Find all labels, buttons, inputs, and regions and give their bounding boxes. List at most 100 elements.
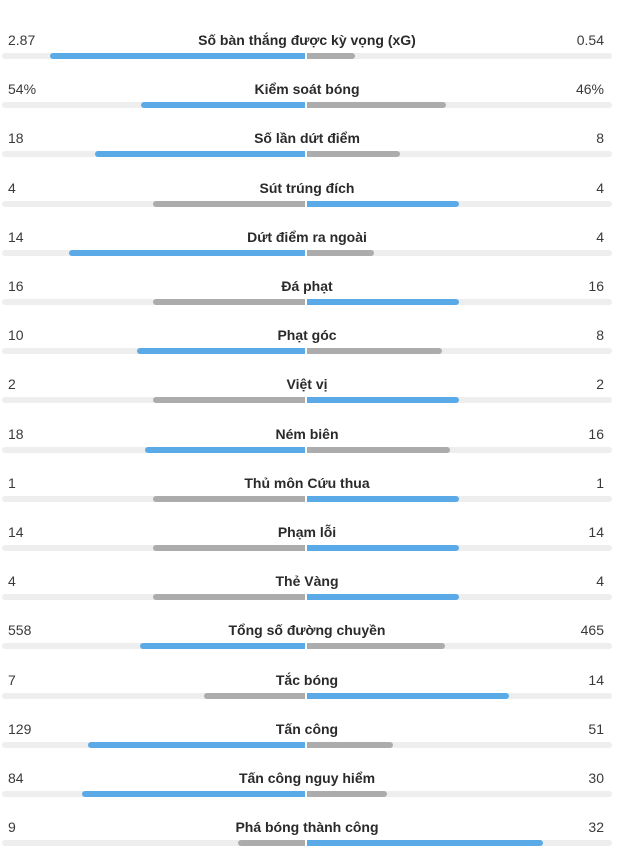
away-bar-fill	[307, 397, 459, 404]
home-bar-fill	[69, 249, 305, 256]
away-bar-track	[307, 151, 612, 158]
home-value: 558	[8, 622, 32, 639]
stat-label: Tấn công nguy hiểm	[238, 770, 376, 786]
stat-label: Số lần dứt điểm	[254, 130, 360, 147]
home-bar-track	[2, 151, 305, 158]
home-bar-track	[2, 397, 305, 404]
home-bar-fill	[204, 692, 305, 699]
away-value: 30	[588, 770, 604, 786]
home-value: 1	[8, 474, 16, 491]
home-value: 54%	[8, 81, 37, 98]
away-value: 465	[580, 622, 604, 639]
home-bar-track	[2, 692, 305, 699]
stat-row: 1 Thủ môn Cứu thua 1	[0, 466, 621, 515]
stat-label: Sút trúng đích	[259, 179, 355, 196]
away-value: 4	[596, 228, 604, 245]
away-value: 8	[596, 327, 604, 344]
home-bar-track	[2, 53, 305, 59]
away-bar-track	[307, 840, 612, 847]
home-bar-track	[2, 348, 305, 355]
home-bar-track	[2, 249, 305, 256]
away-value: 4	[596, 179, 604, 196]
away-value: 0.54	[576, 32, 604, 48]
away-bar-track	[307, 643, 612, 650]
stat-row: 10 Phạt góc 8	[0, 318, 621, 367]
home-value: 129	[8, 720, 32, 737]
away-bar-track	[307, 200, 612, 207]
stat-row: 18 Số lần dứt điểm 8	[0, 121, 621, 170]
stat-row: 2 Việt vị 2	[0, 367, 621, 416]
away-value: 16	[588, 278, 604, 294]
home-value: 14	[8, 524, 24, 540]
stat-label: Dứt điểm ra ngoài	[247, 228, 367, 245]
stat-label: Tắc bóng	[275, 671, 339, 688]
stat-label: Kiểm soát bóng	[254, 81, 360, 98]
away-bar-fill	[307, 840, 543, 847]
stat-row: 14 Dứt điểm ra ngoài 4	[0, 220, 621, 269]
away-bar-track	[307, 594, 612, 601]
home-bar-track	[2, 446, 305, 453]
away-bar-fill	[307, 741, 393, 748]
away-bar-track	[307, 545, 612, 551]
stat-label: Tấn công	[275, 720, 339, 737]
away-value: 16	[588, 425, 604, 442]
home-bar-fill	[153, 299, 305, 305]
away-bar-fill	[307, 446, 450, 453]
away-bar-track	[307, 53, 612, 59]
away-value: 1	[596, 474, 604, 491]
away-value: 8	[596, 130, 604, 147]
stat-row: 54% Kiểm soát bóng 46%	[0, 72, 621, 121]
away-bar-track	[307, 249, 612, 256]
home-value: 7	[8, 671, 16, 688]
stat-row: 7 Tắc bóng 14	[0, 663, 621, 712]
home-value: 2	[8, 376, 16, 393]
home-bar-fill	[145, 446, 305, 453]
home-bar-track	[2, 200, 305, 207]
home-bar-fill	[82, 791, 305, 797]
stat-row: 16 Đá phạt 16	[0, 269, 621, 318]
home-value: 14	[8, 228, 24, 245]
home-bar-track	[2, 545, 305, 551]
stat-row: 558 Tổng số đường chuyền 465	[0, 613, 621, 662]
home-value: 84	[8, 770, 24, 786]
away-bar-fill	[307, 594, 459, 601]
stat-row: 129 Tấn công 51	[0, 712, 621, 761]
home-bar-fill	[137, 348, 305, 355]
away-bar-track	[307, 741, 612, 748]
home-bar-track	[2, 741, 305, 748]
stat-label: Phạt góc	[277, 327, 337, 344]
home-bar-fill	[153, 397, 305, 404]
home-bar-fill	[238, 840, 305, 847]
home-value: 4	[8, 573, 16, 590]
home-bar-fill	[141, 102, 305, 109]
home-bar-track	[2, 643, 305, 650]
home-bar-fill	[153, 200, 305, 207]
home-value: 4	[8, 179, 16, 196]
home-bar-track	[2, 840, 305, 847]
stat-row: 4 Thẻ Vàng 4	[0, 564, 621, 613]
stat-label: Thủ môn Cứu thua	[244, 474, 370, 491]
home-bar-track	[2, 495, 305, 502]
home-value: 10	[8, 327, 24, 344]
away-bar-track	[307, 446, 612, 453]
away-value: 32	[588, 819, 604, 836]
stat-label: Tổng số đường chuyền	[228, 622, 386, 639]
away-bar-track	[307, 495, 612, 502]
away-bar-fill	[307, 495, 459, 502]
away-bar-fill	[307, 200, 459, 207]
away-bar-track	[307, 102, 612, 109]
away-value: 2	[596, 376, 604, 393]
away-bar-track	[307, 397, 612, 404]
away-bar-fill	[307, 643, 445, 650]
home-bar-track	[2, 102, 305, 109]
home-value: 16	[8, 278, 24, 294]
stat-label: Thẻ Vàng	[275, 573, 339, 590]
away-bar-track	[307, 299, 612, 305]
away-bar-fill	[307, 348, 442, 355]
stat-label: Phá bóng thành công	[235, 819, 379, 836]
away-bar-fill	[307, 791, 387, 797]
home-bar-track	[2, 791, 305, 797]
stat-row: 84 Tấn công nguy hiểm 30	[0, 761, 621, 810]
away-bar-fill	[307, 102, 446, 109]
home-bar-fill	[153, 545, 305, 551]
